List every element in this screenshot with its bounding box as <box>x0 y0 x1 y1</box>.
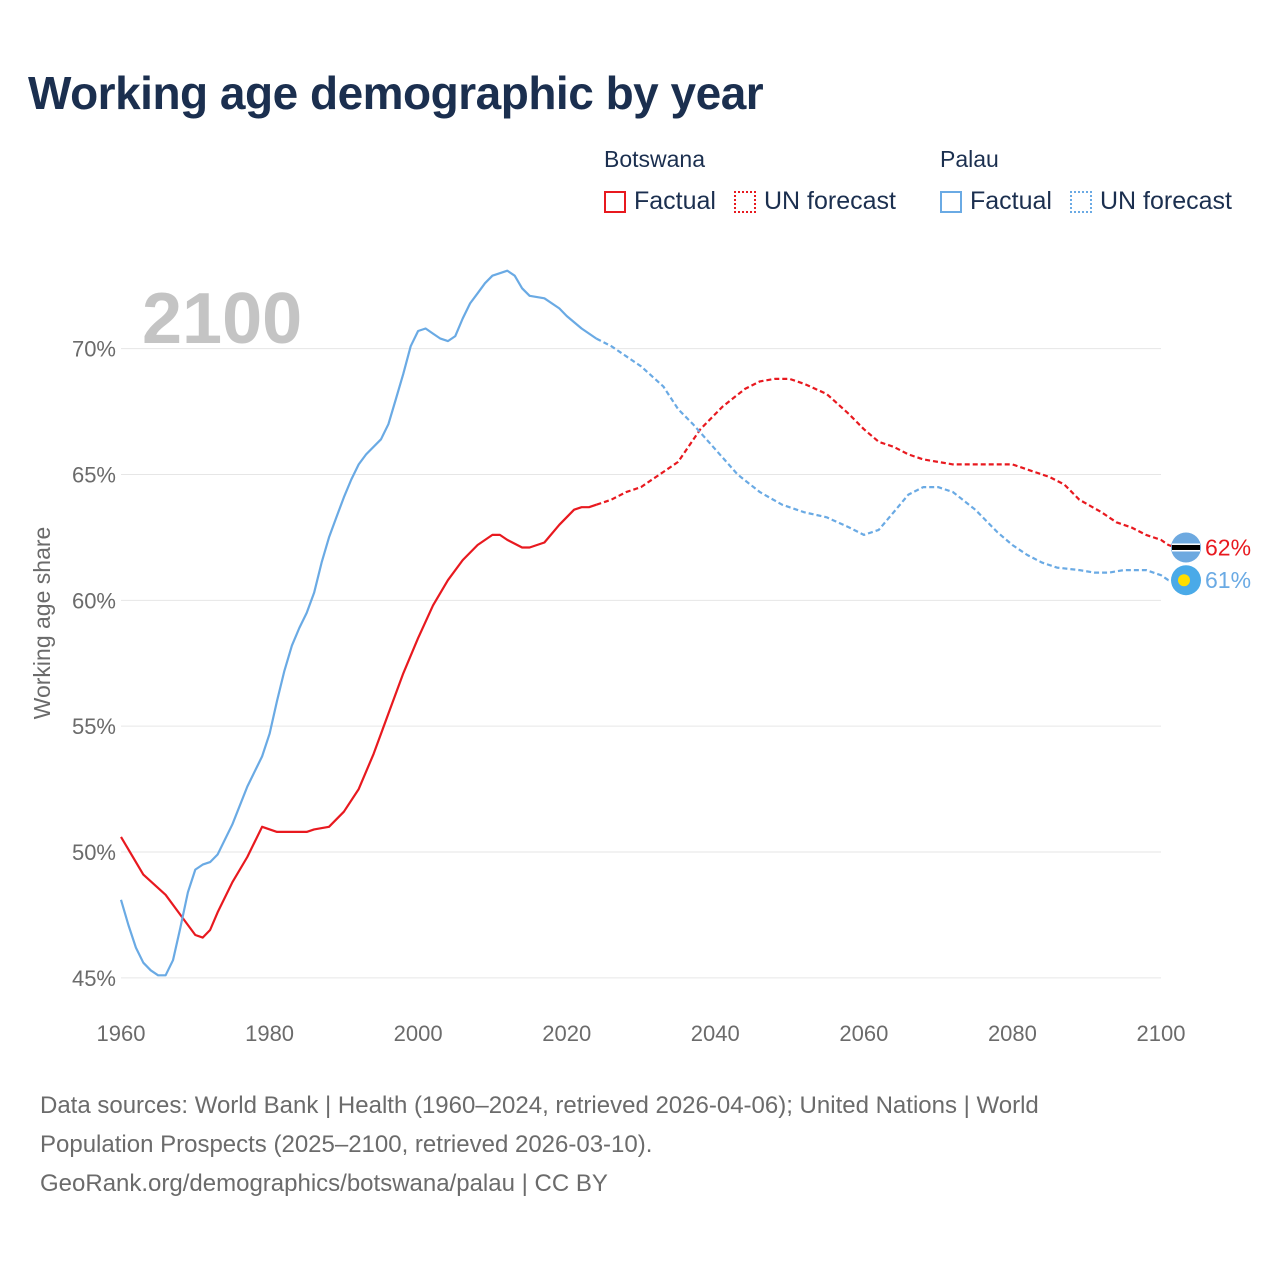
y-tick-label: 65% <box>72 463 116 488</box>
factual-swatch-icon <box>604 190 626 213</box>
footer-credit[interactable]: GeoRank.org/demographics/botswana/palau … <box>40 1170 608 1197</box>
series-line-palau-forecast <box>595 337 1176 582</box>
chart-title: Working age demographic by year <box>28 67 764 119</box>
legend-palau-forecast[interactable]: UN forecast <box>1069 187 1232 216</box>
legend-botswana-factual[interactable]: Factual <box>604 187 716 216</box>
legend-country-palau: Palau <box>940 146 999 172</box>
forecast-swatch-icon <box>1069 190 1092 213</box>
x-tick-label: 2000 <box>394 1021 443 1046</box>
palau-flag-moon <box>1178 574 1190 587</box>
y-tick-label: 45% <box>72 966 116 991</box>
y-tick-label: 60% <box>72 588 116 613</box>
footer: Data sources: World Bank | Health (1960–… <box>40 1086 1150 1203</box>
botswana-flag-band <box>1172 544 1200 550</box>
year-watermark: 2100 <box>142 279 302 359</box>
legend-botswana-forecast[interactable]: UN forecast <box>733 187 896 216</box>
x-tick-label: 2100 <box>1137 1021 1186 1046</box>
x-tick-label: 1960 <box>97 1021 146 1046</box>
y-tick-label: 70% <box>72 337 116 362</box>
legend-country-botswana: Botswana <box>604 146 706 172</box>
series-line-botswana-factual <box>120 503 597 939</box>
footer-sources: Data sources: World Bank | Health (1960–… <box>40 1092 1039 1158</box>
line-chart: 2100 45% 50% 55% 60% 65% 70% 1960 1980 2000 2020 20… <box>29 269 1251 1046</box>
end-label-botswana: 62% <box>1205 534 1251 560</box>
x-tick-label: 2060 <box>839 1021 888 1046</box>
x-tick-label: 2040 <box>691 1021 740 1046</box>
x-tick-label: 2020 <box>542 1021 591 1046</box>
legend-palau: Palau Factual UN forecast <box>940 146 1232 216</box>
y-tick-label: 55% <box>72 714 116 739</box>
x-tick-label: 1980 <box>245 1021 294 1046</box>
y-axis-label: Working age share <box>29 527 55 720</box>
x-tick-label: 2080 <box>988 1021 1037 1046</box>
factual-swatch-icon <box>940 190 962 213</box>
legend-palau-factual[interactable]: Factual <box>940 187 1052 216</box>
end-label-palau: 61% <box>1205 567 1251 593</box>
forecast-swatch-icon <box>733 190 756 213</box>
series-line-botswana-forecast <box>596 377 1177 549</box>
legend-botswana: Botswana Factual UN forecast <box>604 146 896 216</box>
series-line-palau-factual <box>119 269 598 977</box>
y-tick-label: 50% <box>72 840 116 865</box>
